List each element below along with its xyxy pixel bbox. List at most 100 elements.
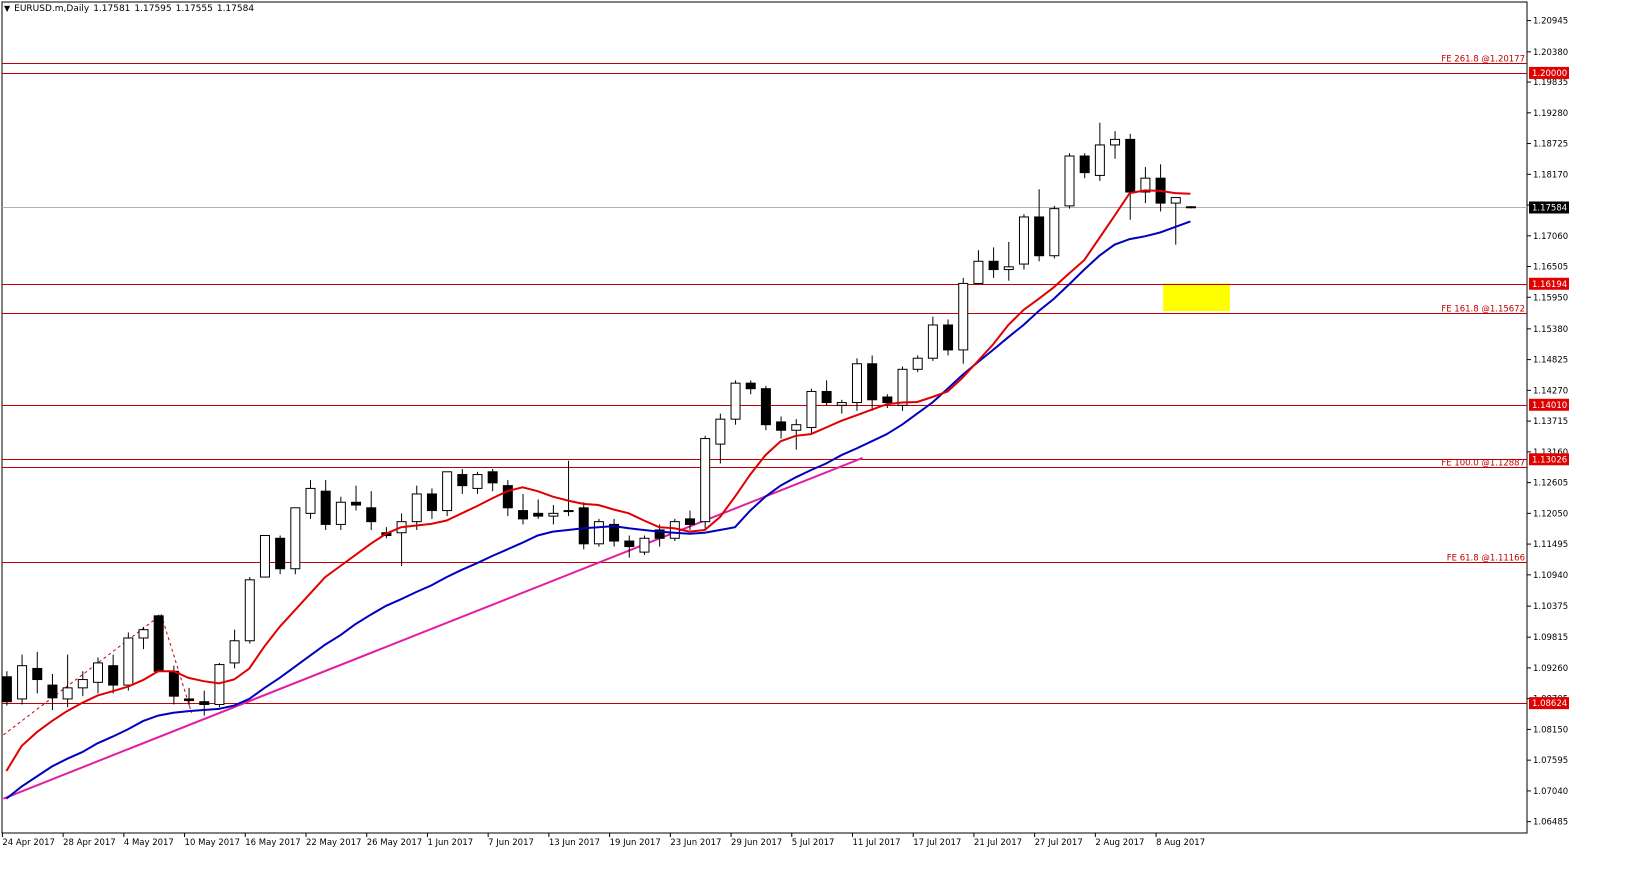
x-tick-label: 16 May 2017 bbox=[245, 838, 300, 848]
candle-body bbox=[153, 615, 164, 672]
x-tick-label: 26 May 2017 bbox=[367, 838, 422, 848]
candle-body bbox=[502, 485, 513, 509]
level-price-tag-text: 1.08624 bbox=[1532, 699, 1567, 709]
y-tick-label: 1.18725 bbox=[1533, 140, 1568, 150]
candle-body bbox=[1018, 216, 1029, 265]
y-tick-label: 1.08150 bbox=[1533, 725, 1568, 735]
x-tick-label: 1 Jun 2017 bbox=[427, 838, 473, 848]
candle-body bbox=[943, 324, 954, 351]
symbol-name: EURUSD.m,Daily bbox=[14, 4, 90, 14]
level-price-tag-text: 1.14010 bbox=[1532, 401, 1567, 411]
y-tick-label: 1.10940 bbox=[1533, 571, 1568, 581]
x-tick-label: 8 Aug 2017 bbox=[1156, 838, 1205, 848]
candle-body bbox=[715, 418, 726, 445]
dropdown-triangle-icon[interactable]: ▼ bbox=[4, 4, 11, 13]
open-value: 1.17581 bbox=[93, 4, 131, 14]
candle-body bbox=[700, 438, 711, 523]
y-tick-label: 1.09815 bbox=[1533, 633, 1568, 643]
candle-body bbox=[578, 507, 589, 545]
plot-frame bbox=[1, 1, 1528, 834]
candle-body bbox=[275, 537, 286, 570]
x-tick-label: 17 Jul 2017 bbox=[913, 838, 961, 848]
candle-body bbox=[1094, 144, 1105, 176]
y-tick-label: 1.19280 bbox=[1533, 109, 1568, 119]
candle-body bbox=[1140, 177, 1151, 193]
candle-body bbox=[593, 521, 604, 545]
candle-body bbox=[654, 529, 665, 539]
candle-body bbox=[609, 523, 620, 542]
level-price-tag bbox=[1529, 277, 1569, 290]
candle-body bbox=[776, 421, 787, 431]
candle-body bbox=[897, 368, 908, 406]
candle-body bbox=[685, 518, 695, 525]
candle-body bbox=[548, 512, 559, 517]
candle-body bbox=[92, 662, 103, 683]
candle-body bbox=[108, 665, 119, 686]
candle-body bbox=[624, 540, 635, 548]
candle-body bbox=[1110, 138, 1121, 146]
candle-body bbox=[927, 324, 938, 359]
candle-body bbox=[1064, 155, 1075, 207]
level-price-tag bbox=[1529, 398, 1569, 411]
x-tick-label: 13 Jun 2017 bbox=[549, 838, 600, 848]
y-tick-label: 1.14270 bbox=[1533, 386, 1568, 396]
candle-body bbox=[168, 670, 179, 697]
x-tick-label: 28 Apr 2017 bbox=[63, 838, 116, 848]
high-value: 1.17595 bbox=[134, 4, 172, 14]
candle-body bbox=[77, 679, 88, 689]
candle-body bbox=[1, 676, 12, 703]
candle-body bbox=[1049, 208, 1060, 257]
level-price-tag bbox=[1529, 453, 1569, 466]
y-tick-label: 1.17060 bbox=[1533, 232, 1568, 242]
candle-body bbox=[351, 501, 362, 506]
level-price-tag-text: 1.16194 bbox=[1532, 280, 1567, 290]
x-tick-label: 4 May 2017 bbox=[124, 838, 174, 848]
y-tick-label: 1.11495 bbox=[1533, 540, 1568, 550]
candle-body bbox=[533, 512, 544, 517]
candle-body bbox=[912, 357, 923, 370]
candle-body bbox=[973, 260, 984, 284]
candle-body bbox=[745, 382, 756, 390]
candle-body bbox=[457, 474, 468, 487]
y-tick-label: 1.15380 bbox=[1533, 325, 1568, 335]
candle-body bbox=[867, 363, 878, 401]
candle-body bbox=[851, 363, 862, 404]
x-tick-label: 24 Apr 2017 bbox=[2, 838, 55, 848]
candle-body bbox=[199, 701, 210, 705]
y-tick-label: 1.07595 bbox=[1533, 756, 1568, 766]
candle-body bbox=[411, 493, 422, 523]
candle-body bbox=[32, 667, 43, 681]
y-tick-label: 1.10375 bbox=[1533, 602, 1568, 612]
candle-body bbox=[472, 474, 483, 489]
candle-body bbox=[229, 640, 240, 664]
close-value: 1.17584 bbox=[216, 4, 255, 14]
ma-fast-line bbox=[5, 189, 1191, 772]
current-price-tag bbox=[1529, 201, 1569, 214]
candle-body bbox=[426, 493, 437, 512]
candle-body bbox=[62, 687, 73, 700]
y-tick-label: 1.12605 bbox=[1533, 479, 1568, 489]
x-tick-label: 5 Jul 2017 bbox=[792, 838, 835, 848]
y-tick-label: 1.14825 bbox=[1533, 356, 1568, 366]
candle-body bbox=[442, 471, 453, 512]
candle-body bbox=[730, 382, 741, 420]
candle-body bbox=[259, 535, 270, 578]
y-tick-label: 1.12050 bbox=[1533, 509, 1568, 519]
candle-body bbox=[882, 396, 893, 404]
candle-body bbox=[958, 282, 969, 351]
level-label: FE 61.8 @1.11166 bbox=[1447, 554, 1525, 564]
candle-body bbox=[123, 637, 134, 686]
candle-body bbox=[563, 510, 574, 513]
x-tick-label: 23 Jun 2017 bbox=[670, 838, 721, 848]
candle-body bbox=[17, 665, 28, 700]
level-price-tag bbox=[1529, 697, 1569, 710]
candle-body bbox=[47, 684, 58, 699]
candle-body bbox=[1079, 155, 1090, 174]
candle-body bbox=[1185, 206, 1196, 209]
low-value: 1.17555 bbox=[175, 4, 213, 14]
y-tick-label: 1.13715 bbox=[1533, 417, 1568, 427]
y-tick-label: 1.13160 bbox=[1533, 448, 1568, 458]
